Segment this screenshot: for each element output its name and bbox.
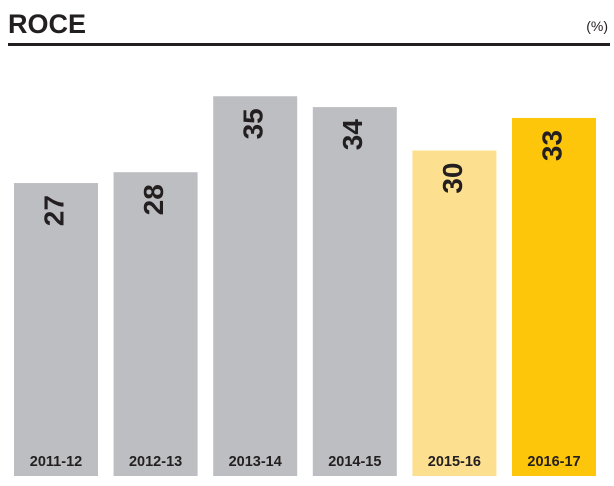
x-tick-label: 2014-15	[328, 454, 381, 470]
x-tick-label: 2015-16	[428, 454, 481, 470]
unit-label: (%)	[586, 18, 608, 34]
bar	[213, 96, 298, 476]
chart-title: ROCE	[8, 9, 86, 39]
x-tick-label: 2012-13	[129, 454, 182, 470]
value-label: 33	[536, 130, 567, 161]
bar	[512, 117, 596, 476]
x-tick-label: 2011-12	[30, 454, 82, 470]
bar	[14, 183, 98, 477]
bar	[312, 107, 397, 476]
title-rule	[8, 43, 610, 46]
bar	[412, 150, 497, 476]
bar	[113, 172, 198, 476]
value-label: 30	[437, 163, 468, 194]
x-tick-label: 2013-14	[229, 454, 282, 470]
x-tick-label: 2016-17	[527, 454, 580, 470]
value-label: 28	[138, 184, 169, 215]
value-label: 27	[38, 195, 69, 226]
value-label: 34	[337, 119, 368, 151]
value-label: 35	[238, 108, 269, 139]
